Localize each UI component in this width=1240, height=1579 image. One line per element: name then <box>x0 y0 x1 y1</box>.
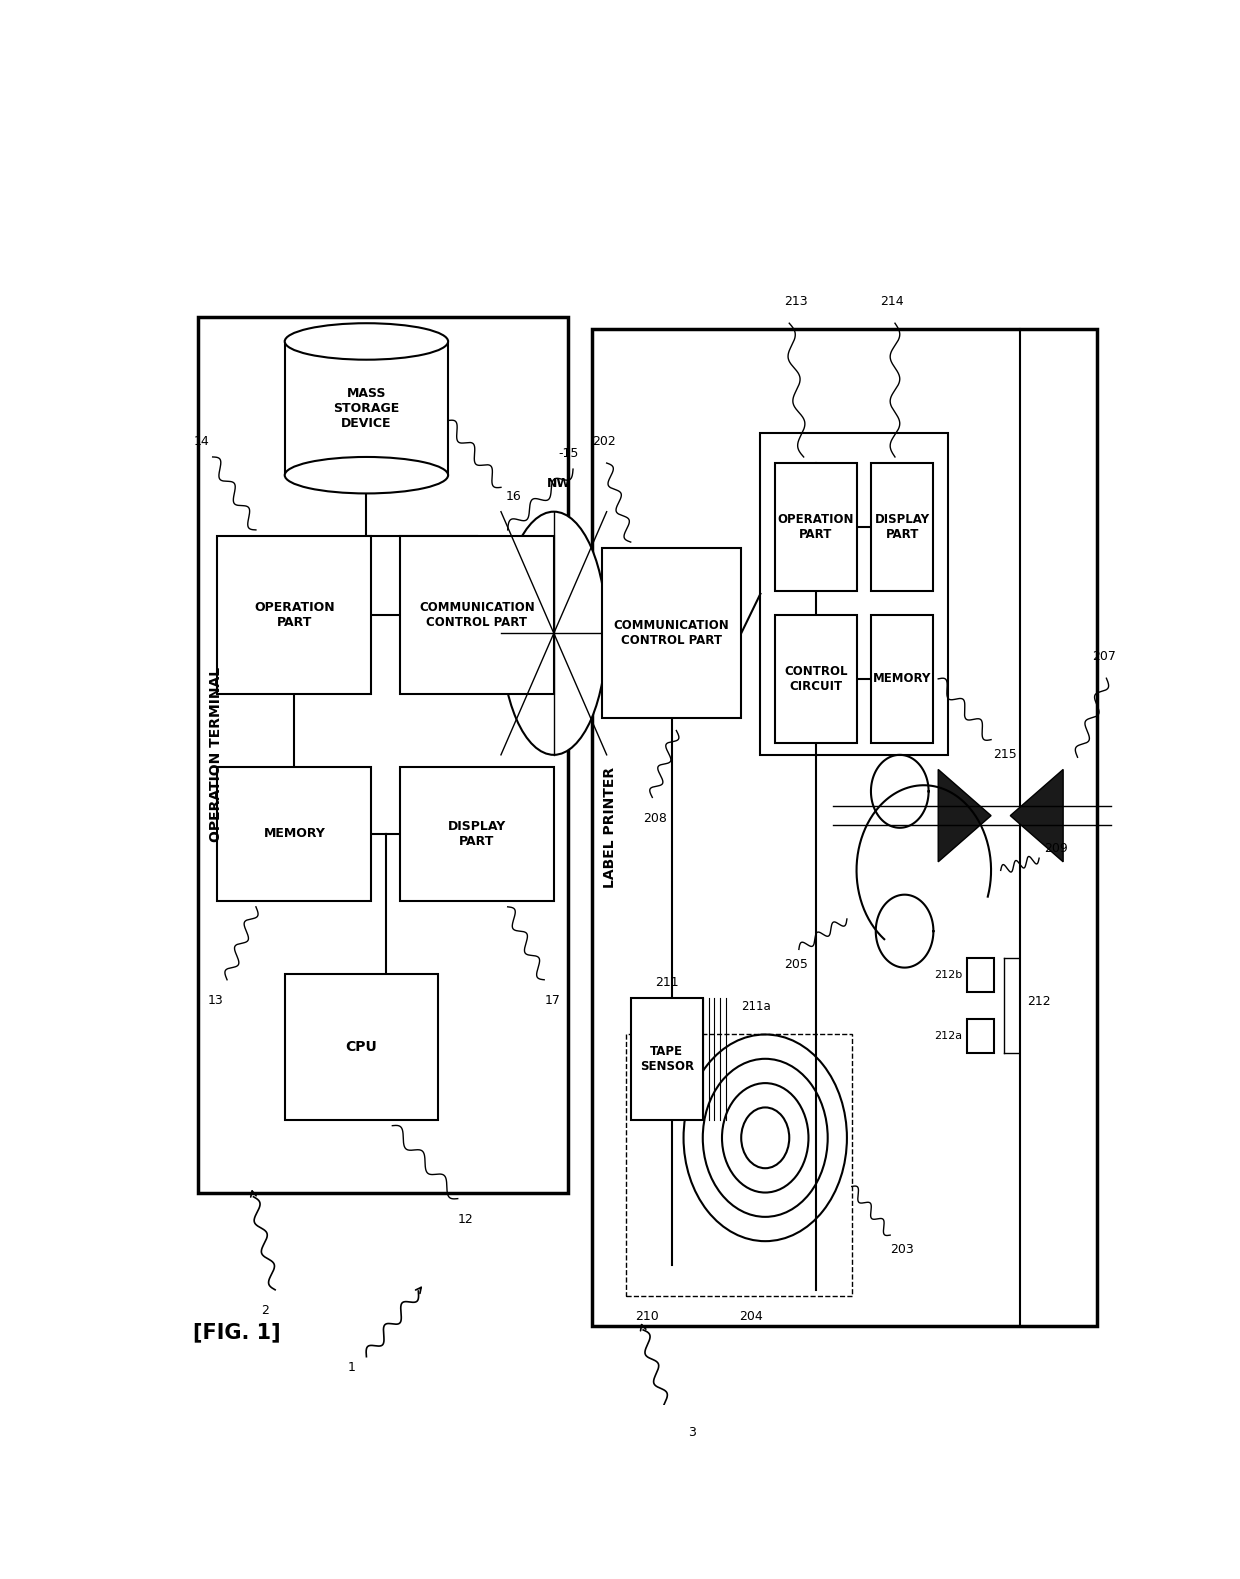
Text: MASS
STORAGE
DEVICE: MASS STORAGE DEVICE <box>334 387 399 429</box>
Text: DISPLAY
PART: DISPLAY PART <box>448 820 506 848</box>
Text: TAPE
SENSOR: TAPE SENSOR <box>640 1045 694 1072</box>
FancyBboxPatch shape <box>217 767 371 900</box>
Text: 207: 207 <box>1092 651 1116 663</box>
Text: 3: 3 <box>688 1426 696 1438</box>
Text: 212: 212 <box>1028 995 1052 1009</box>
Text: OPERATION TERMINAL: OPERATION TERMINAL <box>208 668 222 843</box>
Ellipse shape <box>501 512 606 755</box>
Ellipse shape <box>285 456 448 494</box>
FancyBboxPatch shape <box>285 974 439 1120</box>
Text: 204: 204 <box>739 1311 763 1323</box>
Text: 202: 202 <box>593 434 616 448</box>
FancyBboxPatch shape <box>401 535 554 695</box>
FancyBboxPatch shape <box>593 330 1096 1326</box>
FancyBboxPatch shape <box>217 535 371 695</box>
Text: -15: -15 <box>559 447 579 459</box>
FancyBboxPatch shape <box>967 1018 994 1053</box>
Text: 13: 13 <box>208 995 223 1007</box>
FancyBboxPatch shape <box>631 998 703 1120</box>
Text: 17: 17 <box>544 995 560 1007</box>
Text: 211: 211 <box>655 976 678 988</box>
FancyBboxPatch shape <box>601 548 742 718</box>
Polygon shape <box>939 769 991 862</box>
Text: 1: 1 <box>347 1361 355 1374</box>
Text: CPU: CPU <box>346 1039 377 1053</box>
FancyBboxPatch shape <box>870 463 934 591</box>
Text: 213: 213 <box>785 295 808 308</box>
Text: 209: 209 <box>1044 842 1068 856</box>
Text: 212a: 212a <box>934 1031 962 1041</box>
FancyBboxPatch shape <box>870 616 934 742</box>
FancyBboxPatch shape <box>401 767 554 900</box>
FancyBboxPatch shape <box>775 616 857 742</box>
Text: 208: 208 <box>642 812 667 824</box>
Text: OPERATION
PART: OPERATION PART <box>777 513 854 542</box>
FancyBboxPatch shape <box>760 433 947 755</box>
Text: COMMUNICATION
CONTROL PART: COMMUNICATION CONTROL PART <box>614 619 729 647</box>
Text: 14: 14 <box>193 434 210 448</box>
Text: CONTROL
CIRCUIT: CONTROL CIRCUIT <box>784 665 847 693</box>
Text: 205: 205 <box>785 957 808 971</box>
Text: MEMORY: MEMORY <box>263 827 325 840</box>
Polygon shape <box>1011 769 1063 862</box>
Text: COMMUNICATION
CONTROL PART: COMMUNICATION CONTROL PART <box>419 602 534 628</box>
Text: MEMORY: MEMORY <box>873 673 931 685</box>
Text: 210: 210 <box>635 1311 660 1323</box>
FancyBboxPatch shape <box>285 341 448 475</box>
Text: 203: 203 <box>890 1243 914 1257</box>
Ellipse shape <box>285 324 448 360</box>
FancyBboxPatch shape <box>775 463 857 591</box>
Text: 215: 215 <box>993 748 1017 761</box>
FancyBboxPatch shape <box>967 958 994 992</box>
Text: LABEL PRINTER: LABEL PRINTER <box>603 767 616 889</box>
Text: [FIG. 1]: [FIG. 1] <box>193 1323 281 1342</box>
FancyBboxPatch shape <box>198 317 568 1192</box>
Text: 214: 214 <box>880 295 904 308</box>
Text: 2: 2 <box>260 1304 269 1317</box>
Text: 211a: 211a <box>742 1000 771 1014</box>
Text: 12: 12 <box>458 1213 474 1225</box>
Text: 16: 16 <box>506 489 522 502</box>
Text: OPERATION
PART: OPERATION PART <box>254 602 335 628</box>
Text: DISPLAY
PART: DISPLAY PART <box>874 513 930 542</box>
Text: 212b: 212b <box>934 970 962 981</box>
Text: NW: NW <box>547 477 570 491</box>
